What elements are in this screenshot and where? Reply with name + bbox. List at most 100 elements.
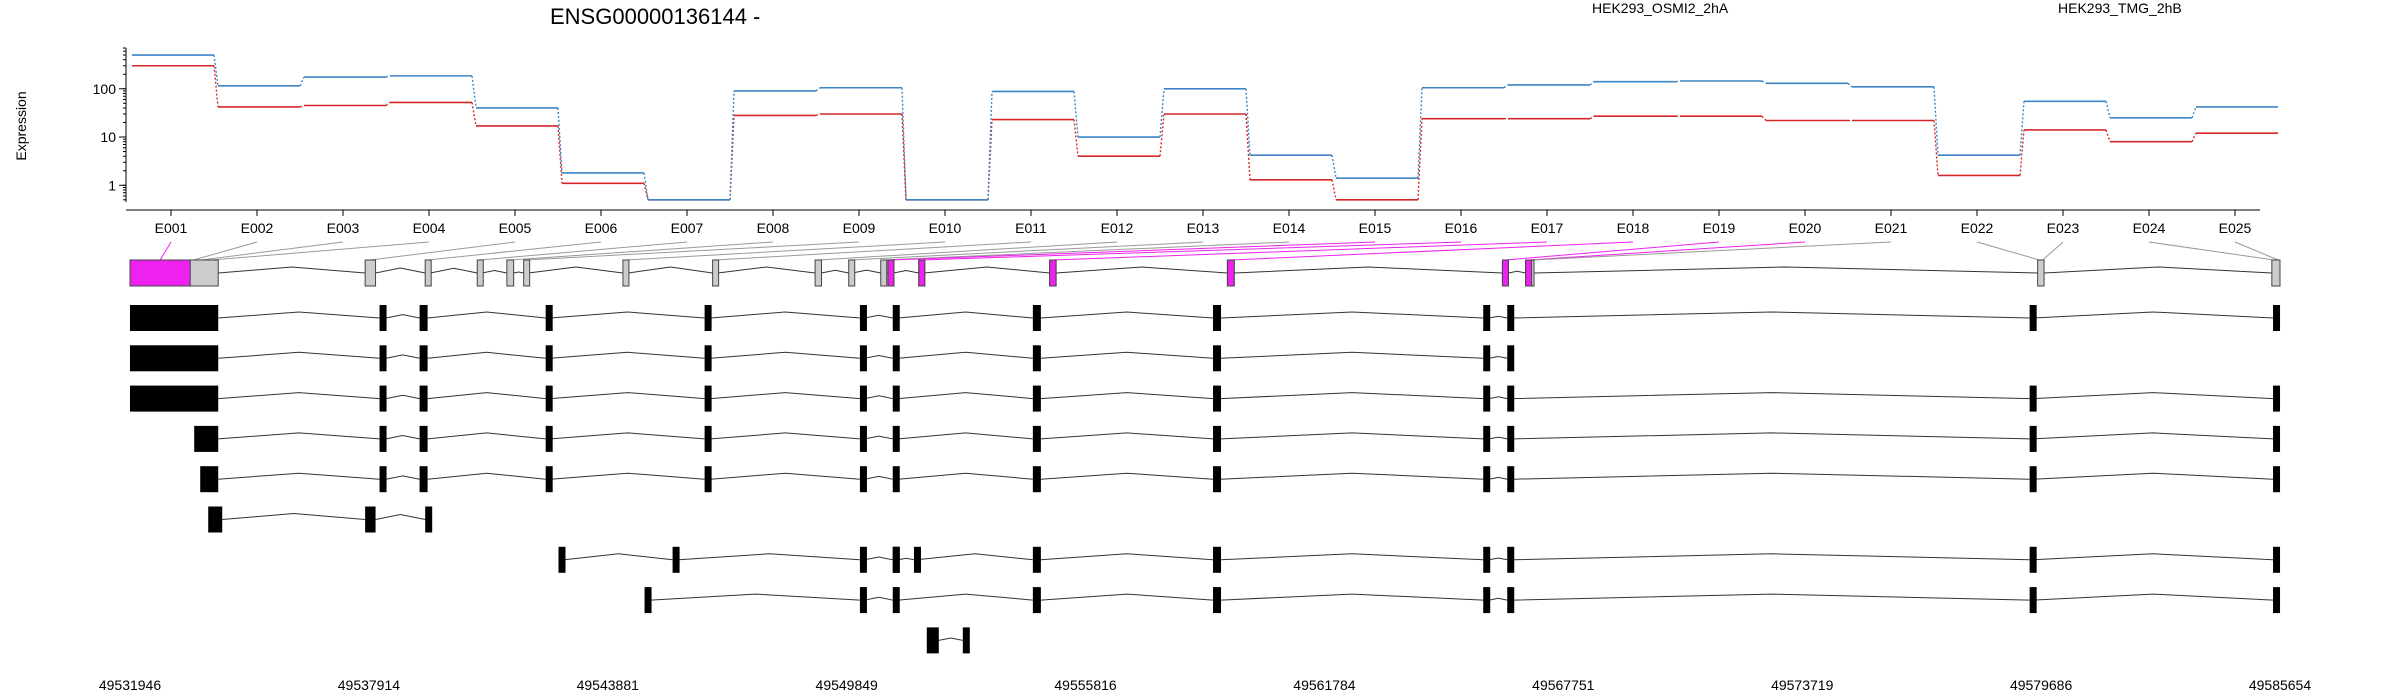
gene-exon-highlighted (1049, 259, 1057, 287)
transcript-intron (550, 351, 705, 359)
transcript-exon (1213, 425, 1222, 452)
exon-connector (510, 241, 774, 261)
transcript-intron (916, 553, 1033, 561)
transcript-exon (1032, 385, 1041, 412)
transcript-exon (926, 627, 939, 654)
transcript-intron (1513, 593, 2030, 601)
transcript-2 (130, 345, 1515, 372)
transcript-intron (1489, 355, 1508, 359)
transcript-exon (2273, 466, 2281, 493)
exon-connector (1528, 241, 1806, 261)
transcript-exon (704, 385, 712, 412)
transcript-exon (419, 305, 428, 331)
transcript-intron (375, 514, 426, 520)
exon-connector (850, 241, 1204, 261)
transcript-exon (704, 305, 712, 331)
transcript-intron (218, 351, 380, 359)
gene-intron (1234, 266, 1503, 274)
transcript-exon (558, 546, 566, 573)
series-lines (132, 54, 2278, 201)
transcript-exon (1213, 546, 1222, 573)
transcript-exon (1483, 466, 1491, 493)
transcript-intron (898, 593, 1033, 601)
series-transition (2105, 101, 2111, 118)
transcript-exon (892, 587, 900, 614)
transcript-intron (1220, 432, 1484, 440)
gene-exon (848, 259, 856, 287)
transcript-exon (704, 466, 712, 493)
transcript-intron (650, 593, 860, 601)
transcript-intron (2032, 472, 2274, 480)
transcript-intron (1489, 597, 1508, 601)
transcript-intron (1040, 593, 1214, 601)
transcript-intron (385, 394, 420, 400)
transcript-intron (385, 354, 420, 359)
x-tick-label: E022 (1961, 220, 1994, 236)
transcript-exon (1032, 466, 1041, 493)
transcript-6 (208, 506, 433, 533)
transcript-exon (379, 466, 387, 493)
transcript-intron (898, 472, 1033, 480)
transcript-exon (1483, 546, 1491, 573)
transcript-exon (1483, 587, 1491, 614)
series-transition (385, 101, 391, 107)
x-tick-label: E005 (499, 220, 532, 236)
transcript-intron (1489, 396, 1508, 400)
genomic-tick-label: 49531946 (99, 677, 162, 693)
series-transition (2191, 132, 2197, 142)
genomic-tick-label: 49549849 (816, 677, 879, 693)
transcript-intron (550, 432, 705, 440)
gene-exon (814, 259, 823, 287)
gene-exon (364, 259, 377, 287)
transcript-intron (1220, 351, 1484, 359)
transcript-tracks (130, 305, 2281, 654)
transcript-intron (550, 311, 705, 319)
x-tick-label: E021 (1875, 220, 1908, 236)
transcript-intron (427, 432, 546, 440)
exon-connector (2148, 241, 2275, 261)
gene-exon-highlighted (918, 259, 926, 287)
transcript-intron (678, 553, 860, 561)
transcript-exon (1032, 345, 1041, 372)
transcript-exon (1032, 587, 1041, 614)
transcript-exon (1483, 385, 1491, 412)
series-transition (1331, 155, 1337, 179)
transcript-7 (558, 546, 2281, 573)
gene-intron (1508, 270, 1526, 274)
series-transition (471, 75, 477, 109)
gene-intron (513, 271, 524, 274)
x-tick-label: E003 (327, 220, 360, 236)
transcript-exon (419, 466, 428, 493)
transcript-exon (1483, 345, 1491, 372)
x-tick-label: E008 (757, 220, 790, 236)
transcript-5 (200, 466, 2281, 493)
transcript-intron (864, 596, 893, 601)
x-tick-label: E009 (843, 220, 876, 236)
gene-exon-highlighted (129, 259, 191, 287)
transcript-intron (864, 435, 893, 440)
series-transition (643, 172, 649, 200)
gene-intron (1534, 266, 2038, 274)
transcript-exon (859, 385, 867, 412)
transcript-intron (1513, 553, 2030, 561)
exon-connector (890, 241, 1376, 261)
exon-connector (921, 241, 1462, 261)
transcript-exon (1507, 385, 1515, 412)
gene-exon-highlighted (1501, 259, 1509, 287)
gene-intron (1056, 266, 1228, 274)
transcript-exon (545, 385, 553, 412)
chart-title: ENSG00000136144 - (550, 4, 760, 29)
transcript-intron (864, 395, 893, 400)
gene-intron (218, 266, 366, 274)
transcript-exon (425, 506, 433, 533)
exon-connector (883, 241, 1290, 261)
transcript-exon (1507, 546, 1515, 573)
transcript-intron (1040, 432, 1214, 440)
series-transition (2105, 129, 2111, 142)
series-transition (471, 102, 477, 127)
transcript-exon (545, 466, 553, 493)
genomic-tick-label: 49537914 (338, 677, 401, 693)
transcript-intron (1220, 392, 1484, 400)
gene-exon (424, 259, 432, 287)
legend-entry-series-1: HEK293_OSMI2_2hA (1592, 0, 1729, 16)
